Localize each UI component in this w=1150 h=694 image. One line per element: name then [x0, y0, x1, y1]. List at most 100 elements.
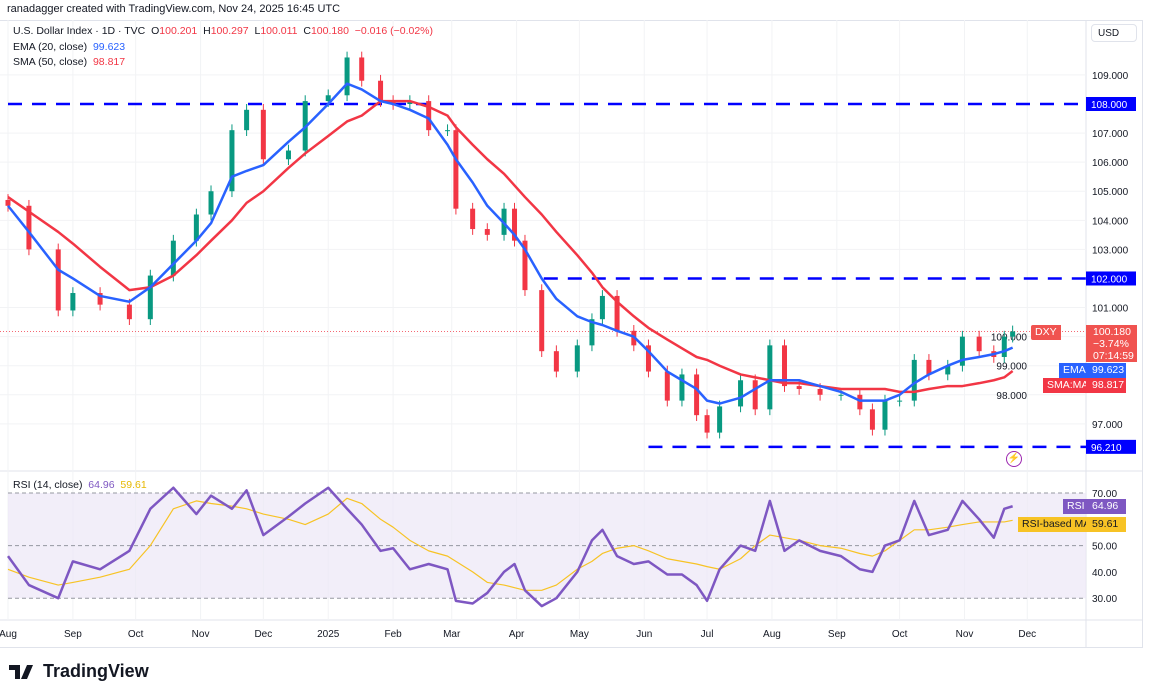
candle-body [390, 101, 396, 104]
time-tick-label: Nov [956, 629, 974, 640]
low-value: 100.011 [260, 25, 298, 37]
tradingview-logo[interactable]: TradingView [9, 661, 149, 682]
level-tag-label: 102.000 [1091, 274, 1128, 285]
rsi-legend-value: 64.96 [88, 479, 115, 491]
candle-body [445, 130, 451, 132]
credit-line: ranadagger created with TradingView.com,… [7, 3, 341, 15]
time-tick-label: May [570, 629, 589, 640]
lightning-icon[interactable]: ⚡ [1006, 451, 1022, 467]
time-tick-label: Dec [1018, 629, 1036, 640]
rsi-ma-tag-label: RSI-based MA [1018, 517, 1095, 532]
candle-body [738, 380, 744, 407]
candle-body [553, 351, 559, 372]
candle-body [664, 371, 670, 401]
level-tag [1086, 271, 1136, 286]
candle-body [260, 109, 266, 160]
candle-body [926, 359, 932, 375]
rsi-tick-label: 50.00 [1092, 542, 1117, 553]
rsi-tick-label: 40.00 [1092, 568, 1117, 579]
dxy-price-tag: 100.180 −3.74% 07:14:59 [1086, 325, 1137, 362]
candle-body [229, 130, 235, 192]
currency-button[interactable]: USD [1091, 24, 1137, 42]
candle-body [522, 240, 528, 291]
open-label: O [151, 25, 160, 37]
candle-body [976, 336, 982, 352]
time-tick-label: Feb [384, 629, 402, 640]
candle-body [717, 406, 723, 433]
candle-body [645, 345, 651, 372]
open-value: 100.201 [159, 25, 198, 37]
candle-body [1010, 331, 1016, 337]
time-tick-label: Nov [192, 629, 210, 640]
candle-body [767, 345, 773, 410]
sma-line [7, 99, 1014, 394]
rsi-price-tag: 64.96 [1086, 499, 1126, 514]
candle-body [694, 374, 700, 416]
level-tag [1086, 439, 1136, 454]
candle-body [170, 240, 176, 276]
chart-frame [0, 20, 1143, 648]
logo-text: TradingView [43, 661, 149, 681]
candle-body [26, 205, 32, 250]
candle-body [1001, 336, 1007, 357]
dxy-change: −3.74% [1093, 338, 1129, 350]
candle-body [614, 295, 620, 331]
time-tick-label: Oct [892, 629, 908, 640]
sma-legend-label: SMA (50, close) [13, 56, 88, 68]
price-tick-label: 107.000 [1092, 129, 1129, 140]
candle-body [704, 415, 710, 433]
candle-body [599, 295, 605, 320]
close-value: 100.180 [310, 25, 349, 37]
candle-body [782, 345, 788, 387]
price-tick-label: 106.000 [1092, 158, 1129, 169]
symbol-name[interactable]: U.S. Dollar Index · 1D · TVC [13, 25, 146, 37]
rsi-ma-legend-value: 59.61 [120, 479, 147, 491]
time-tick-label: Apr [509, 629, 525, 640]
candle-body [325, 95, 331, 102]
sma-legend[interactable]: SMA (50, close) 98.817 [13, 56, 125, 68]
candle-body [208, 191, 214, 215]
candle-body [484, 229, 490, 235]
dxy-price: 100.180 [1093, 326, 1131, 338]
price-tick-label: 103.000 [1092, 245, 1129, 256]
price-tick-label: 105.000 [1092, 187, 1129, 198]
candle-body [911, 359, 917, 401]
candle-body [857, 394, 863, 410]
candle-body [589, 319, 595, 346]
sma-price-tag: 98.817 [1086, 378, 1126, 393]
rsi-legend[interactable]: RSI (14, close) 64.96 59.61 [13, 479, 147, 491]
level-tag-label: 96.210 [1091, 443, 1122, 454]
ema-price-tag: 99.623 [1086, 363, 1126, 378]
candle-body [285, 150, 291, 160]
symbol-legend: U.S. Dollar Index · 1D · TVC O100.201 H1… [13, 25, 433, 37]
candle-body [126, 304, 132, 320]
candle-body [882, 400, 888, 430]
candle-body [147, 275, 153, 320]
rsi-ma-line [7, 497, 1013, 591]
low-label: L [254, 25, 261, 37]
sma-tag-label: SMA:MA [1043, 378, 1093, 393]
candle-body [897, 400, 903, 402]
candle-body [378, 80, 384, 102]
ema-line [7, 82, 1014, 405]
high-label: H [203, 25, 211, 37]
candle-body [5, 199, 11, 206]
time-tick-label: Jun [636, 629, 652, 640]
candle-body [796, 386, 802, 389]
price-tick-label: 100.000 [991, 333, 1028, 344]
tv-logo-icon [9, 664, 33, 679]
change-value: −0.016 (−0.02%) [354, 25, 434, 37]
candle-body [869, 409, 875, 430]
candle-body [539, 290, 545, 352]
high-value: 100.297 [210, 25, 249, 37]
price-tick-label: 97.000 [1092, 420, 1123, 431]
ema-legend[interactable]: EMA (20, close) 99.623 [13, 41, 125, 53]
price-tick-label: 98.000 [996, 391, 1027, 402]
time-tick-label: Jul [701, 629, 714, 640]
close-label: C [303, 25, 311, 37]
ema-legend-label: EMA (20, close) [13, 41, 88, 53]
time-tick-label: Aug [763, 629, 781, 640]
dxy-countdown: 07:14:59 [1093, 350, 1134, 362]
rsi-legend-label: RSI (14, close) [13, 479, 83, 491]
